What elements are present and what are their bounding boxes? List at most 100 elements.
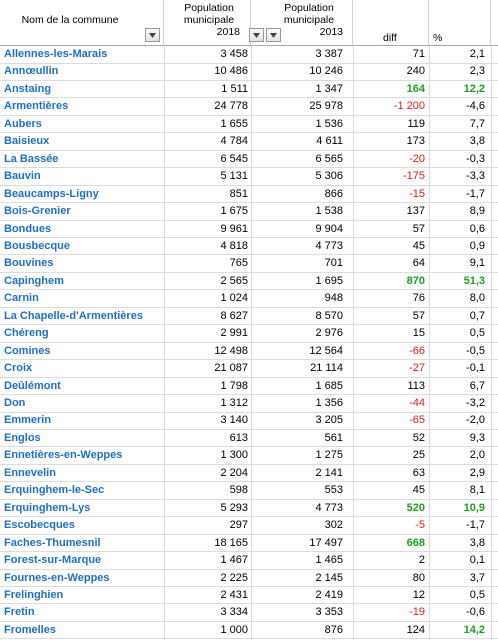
population-2018-cell[interactable]: 1 000 [220, 623, 248, 636]
table-row[interactable]: Forest-sur-Marque 1 467 1 465 2 0,1 [0, 552, 498, 570]
header-cell-name[interactable]: Nom de la commune [0, 0, 164, 46]
percent-cell[interactable]: 0,5 [469, 327, 485, 340]
commune-name-cell[interactable]: Fretin [4, 606, 35, 619]
percent-cell[interactable]: 8,0 [469, 292, 485, 305]
commune-name-cell[interactable]: Escobecques [4, 519, 75, 532]
population-2013-cell[interactable]: 2 145 [315, 571, 343, 584]
commune-name-cell[interactable]: Bondues [4, 222, 52, 235]
population-2013-cell[interactable]: 1 695 [315, 274, 343, 287]
percent-cell[interactable]: 12,2 [463, 82, 485, 95]
population-2018-cell[interactable]: 3 334 [220, 606, 248, 619]
population-2018-cell[interactable]: 1 798 [220, 379, 248, 392]
table-row[interactable]: Englos 613 561 52 9,3 [0, 430, 498, 448]
percent-cell[interactable]: 9,3 [469, 431, 485, 444]
commune-name-cell[interactable]: Fromelles [4, 623, 56, 636]
commune-name-cell[interactable]: Bauvin [4, 170, 41, 183]
population-2018-cell[interactable]: 2 431 [220, 588, 248, 601]
population-2013-cell[interactable]: 701 [324, 257, 343, 270]
population-2013-cell[interactable]: 3 205 [315, 414, 343, 427]
table-row[interactable]: Bouvines 765 701 64 9,1 [0, 255, 498, 273]
diff-cell[interactable]: 12 [412, 588, 425, 601]
commune-name-cell[interactable]: Chéreng [4, 327, 49, 340]
diff-cell[interactable]: 520 [406, 501, 425, 514]
population-2013-cell[interactable]: 4 611 [316, 135, 343, 148]
percent-cell[interactable]: -0,5 [466, 344, 485, 357]
table-row[interactable]: Bauvin 5 131 5 306 -175 -3,3 [0, 168, 498, 186]
header-cell-pop2013[interactable]: Population municipale 2013 [249, 0, 353, 46]
commune-name-cell[interactable]: Bousbecque [4, 239, 71, 252]
population-2018-cell[interactable]: 10 486 [214, 65, 248, 78]
diff-cell[interactable]: 52 [412, 431, 425, 444]
table-row[interactable]: Frelinghien 2 431 2 419 12 0,5 [0, 587, 498, 605]
diff-cell[interactable]: 71 [412, 48, 425, 60]
population-2013-cell[interactable]: 1 465 [315, 554, 343, 567]
percent-cell[interactable]: 7,7 [469, 117, 485, 130]
population-2018-cell[interactable]: 2 204 [220, 466, 248, 479]
percent-cell[interactable]: -3,3 [466, 170, 485, 183]
population-2018-cell[interactable]: 4 784 [220, 135, 248, 148]
population-2018-cell[interactable]: 12 498 [214, 344, 248, 357]
diff-cell[interactable]: 119 [407, 117, 425, 130]
population-2013-cell[interactable]: 1 685 [315, 379, 343, 392]
commune-name-cell[interactable]: Erquinghem-Lys [4, 501, 91, 514]
population-2018-cell[interactable]: 8 627 [220, 309, 248, 322]
population-2013-cell[interactable]: 3 387 [315, 48, 343, 60]
diff-cell[interactable]: 80 [412, 571, 425, 584]
commune-name-cell[interactable]: Croix [4, 362, 33, 375]
diff-cell[interactable]: 57 [412, 222, 425, 235]
diff-cell[interactable]: -175 [402, 170, 425, 183]
table-row[interactable]: Carnin 1 024 948 76 8,0 [0, 290, 498, 308]
percent-cell[interactable]: -3,2 [466, 397, 485, 409]
filter-dropdown-pop2018-button[interactable] [249, 28, 264, 42]
percent-cell[interactable]: 14,2 [463, 623, 485, 636]
diff-cell[interactable]: 164 [406, 82, 425, 95]
population-2013-cell[interactable]: 1 538 [315, 205, 343, 218]
diff-cell[interactable]: 57 [412, 309, 425, 322]
commune-name-cell[interactable]: Armentières [4, 100, 69, 113]
diff-cell[interactable]: 2 [418, 554, 425, 567]
population-2013-cell[interactable]: 302 [324, 519, 343, 532]
population-2013-cell[interactable]: 553 [324, 484, 343, 497]
population-2018-cell[interactable]: 3 140 [220, 414, 248, 427]
percent-cell[interactable]: 8,1 [469, 484, 485, 497]
percent-cell[interactable]: -0,1 [466, 362, 485, 375]
population-2013-cell[interactable]: 21 114 [310, 362, 343, 375]
population-2018-cell[interactable]: 613 [229, 431, 248, 444]
commune-name-cell[interactable]: Forest-sur-Marque [4, 554, 102, 567]
population-2018-cell[interactable]: 21 087 [214, 362, 248, 375]
commune-name-cell[interactable]: La Chapelle-d'Armentières [4, 309, 143, 322]
table-row[interactable]: Bondues 9 961 9 904 57 0,6 [0, 221, 498, 238]
table-row[interactable]: Fromelles 1 000 876 124 14,2 [0, 622, 498, 640]
diff-cell[interactable]: -20 [409, 152, 425, 165]
table-row[interactable]: Emmerin 3 140 3 205 -65 -2,0 [0, 412, 498, 430]
table-row[interactable]: Deûlémont 1 798 1 685 113 6,7 [0, 378, 498, 396]
percent-cell[interactable]: -0,6 [466, 606, 485, 619]
population-2018-cell[interactable]: 5 131 [220, 170, 248, 183]
diff-cell[interactable]: 76 [412, 292, 425, 305]
table-row[interactable]: Ennevelin 2 204 2 141 63 2,9 [0, 465, 498, 483]
population-2018-cell[interactable]: 297 [229, 519, 248, 532]
population-2013-cell[interactable]: 866 [324, 187, 343, 200]
commune-name-cell[interactable]: Beaucamps-Ligny [4, 187, 99, 200]
commune-name-cell[interactable]: Ennetières-en-Weppes [4, 449, 123, 462]
table-row[interactable]: Anstaing 1 511 1 347 164 12,2 [0, 81, 498, 99]
population-2018-cell[interactable]: 1 675 [220, 205, 248, 218]
diff-cell[interactable]: -19 [409, 606, 425, 619]
commune-name-cell[interactable]: La Bassée [4, 152, 59, 165]
percent-cell[interactable]: 2,9 [469, 466, 485, 479]
percent-cell[interactable]: -2,0 [466, 414, 485, 427]
commune-name-cell[interactable]: Erquinghem-le-Sec [4, 484, 105, 497]
percent-cell[interactable]: 2,3 [469, 65, 485, 78]
population-2018-cell[interactable]: 1 655 [220, 117, 248, 130]
population-2018-cell[interactable]: 765 [229, 257, 248, 270]
diff-cell[interactable]: -5 [415, 519, 425, 532]
percent-cell[interactable]: 51,3 [463, 274, 485, 287]
diff-cell[interactable]: 668 [406, 536, 425, 549]
percent-cell[interactable]: 0,5 [469, 588, 485, 601]
population-2013-cell[interactable]: 17 497 [309, 536, 343, 549]
population-2013-cell[interactable]: 948 [324, 292, 343, 305]
commune-name-cell[interactable]: Frelinghien [4, 588, 64, 601]
population-2013-cell[interactable]: 1 347 [315, 82, 343, 95]
population-2018-cell[interactable]: 2 991 [220, 327, 248, 340]
percent-cell[interactable]: -4,6 [466, 100, 485, 113]
